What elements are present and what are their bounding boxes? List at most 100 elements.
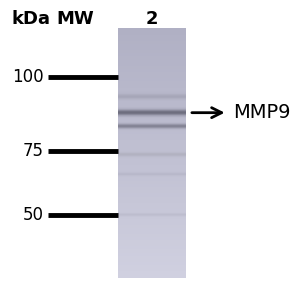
Bar: [118, 118, 186, 119]
Bar: [118, 109, 186, 110]
Text: kDa: kDa: [11, 11, 50, 28]
Bar: [118, 127, 186, 128]
Bar: [118, 155, 186, 159]
Bar: [118, 104, 186, 105]
Bar: [118, 111, 186, 112]
Bar: [118, 106, 186, 107]
Bar: [118, 130, 186, 131]
Bar: [118, 218, 186, 221]
Bar: [118, 108, 186, 109]
Bar: [118, 97, 186, 98]
Text: MW: MW: [56, 11, 94, 28]
Bar: [118, 205, 186, 209]
Bar: [118, 93, 186, 94]
Bar: [118, 233, 186, 237]
Bar: [118, 99, 186, 100]
Bar: [118, 153, 186, 154]
Bar: [118, 155, 186, 156]
Bar: [118, 56, 186, 59]
Bar: [118, 113, 186, 114]
Bar: [118, 111, 186, 112]
Bar: [118, 196, 186, 200]
Bar: [118, 46, 186, 50]
Bar: [118, 130, 186, 131]
Bar: [118, 95, 186, 96]
Bar: [118, 227, 186, 231]
Bar: [118, 126, 186, 127]
Bar: [118, 94, 186, 95]
Bar: [118, 157, 186, 158]
Bar: [118, 128, 186, 131]
Bar: [118, 184, 186, 187]
Bar: [118, 265, 186, 268]
Bar: [118, 271, 186, 274]
Bar: [118, 236, 186, 240]
Bar: [118, 149, 186, 153]
Bar: [118, 107, 186, 108]
Bar: [118, 102, 186, 103]
Bar: [118, 156, 186, 157]
Bar: [118, 158, 186, 159]
Bar: [118, 91, 186, 92]
Bar: [118, 152, 186, 156]
Bar: [118, 115, 186, 116]
Bar: [118, 137, 186, 140]
Bar: [118, 108, 186, 109]
Bar: [118, 154, 186, 155]
Bar: [118, 105, 186, 106]
Bar: [118, 89, 186, 90]
Bar: [118, 190, 186, 194]
Bar: [118, 120, 186, 121]
Bar: [118, 124, 186, 125]
Bar: [118, 140, 186, 144]
Bar: [118, 99, 186, 103]
Bar: [118, 115, 186, 119]
Bar: [118, 116, 186, 117]
Bar: [118, 98, 186, 99]
Bar: [118, 115, 186, 116]
Bar: [118, 151, 186, 152]
Bar: [118, 174, 186, 178]
Bar: [118, 68, 186, 72]
Bar: [118, 261, 186, 265]
Bar: [118, 252, 186, 256]
Bar: [118, 143, 186, 147]
Bar: [118, 92, 186, 93]
Bar: [118, 125, 186, 126]
Bar: [118, 168, 186, 172]
Bar: [118, 101, 186, 102]
Bar: [118, 98, 186, 99]
Bar: [118, 122, 186, 123]
Bar: [118, 91, 186, 92]
Bar: [118, 50, 186, 53]
Text: MMP9: MMP9: [233, 103, 291, 122]
Bar: [118, 117, 186, 118]
Bar: [118, 84, 186, 88]
Bar: [118, 103, 186, 106]
Bar: [118, 221, 186, 225]
Bar: [118, 154, 186, 155]
Bar: [118, 94, 186, 95]
Bar: [118, 274, 186, 278]
Bar: [118, 243, 186, 246]
Bar: [118, 212, 186, 215]
Bar: [118, 123, 186, 124]
Bar: [118, 154, 186, 155]
Bar: [118, 90, 186, 91]
Bar: [118, 81, 186, 84]
Bar: [118, 95, 186, 96]
Bar: [118, 119, 186, 120]
Bar: [118, 159, 186, 160]
Bar: [118, 118, 186, 119]
Bar: [118, 215, 186, 218]
Bar: [118, 34, 186, 38]
Text: 75: 75: [23, 142, 44, 160]
Text: 2: 2: [146, 11, 158, 28]
Bar: [118, 87, 186, 91]
Bar: [118, 125, 186, 126]
Bar: [118, 150, 186, 151]
Bar: [118, 78, 186, 81]
Bar: [118, 208, 186, 212]
Bar: [118, 31, 186, 34]
Bar: [118, 158, 186, 159]
